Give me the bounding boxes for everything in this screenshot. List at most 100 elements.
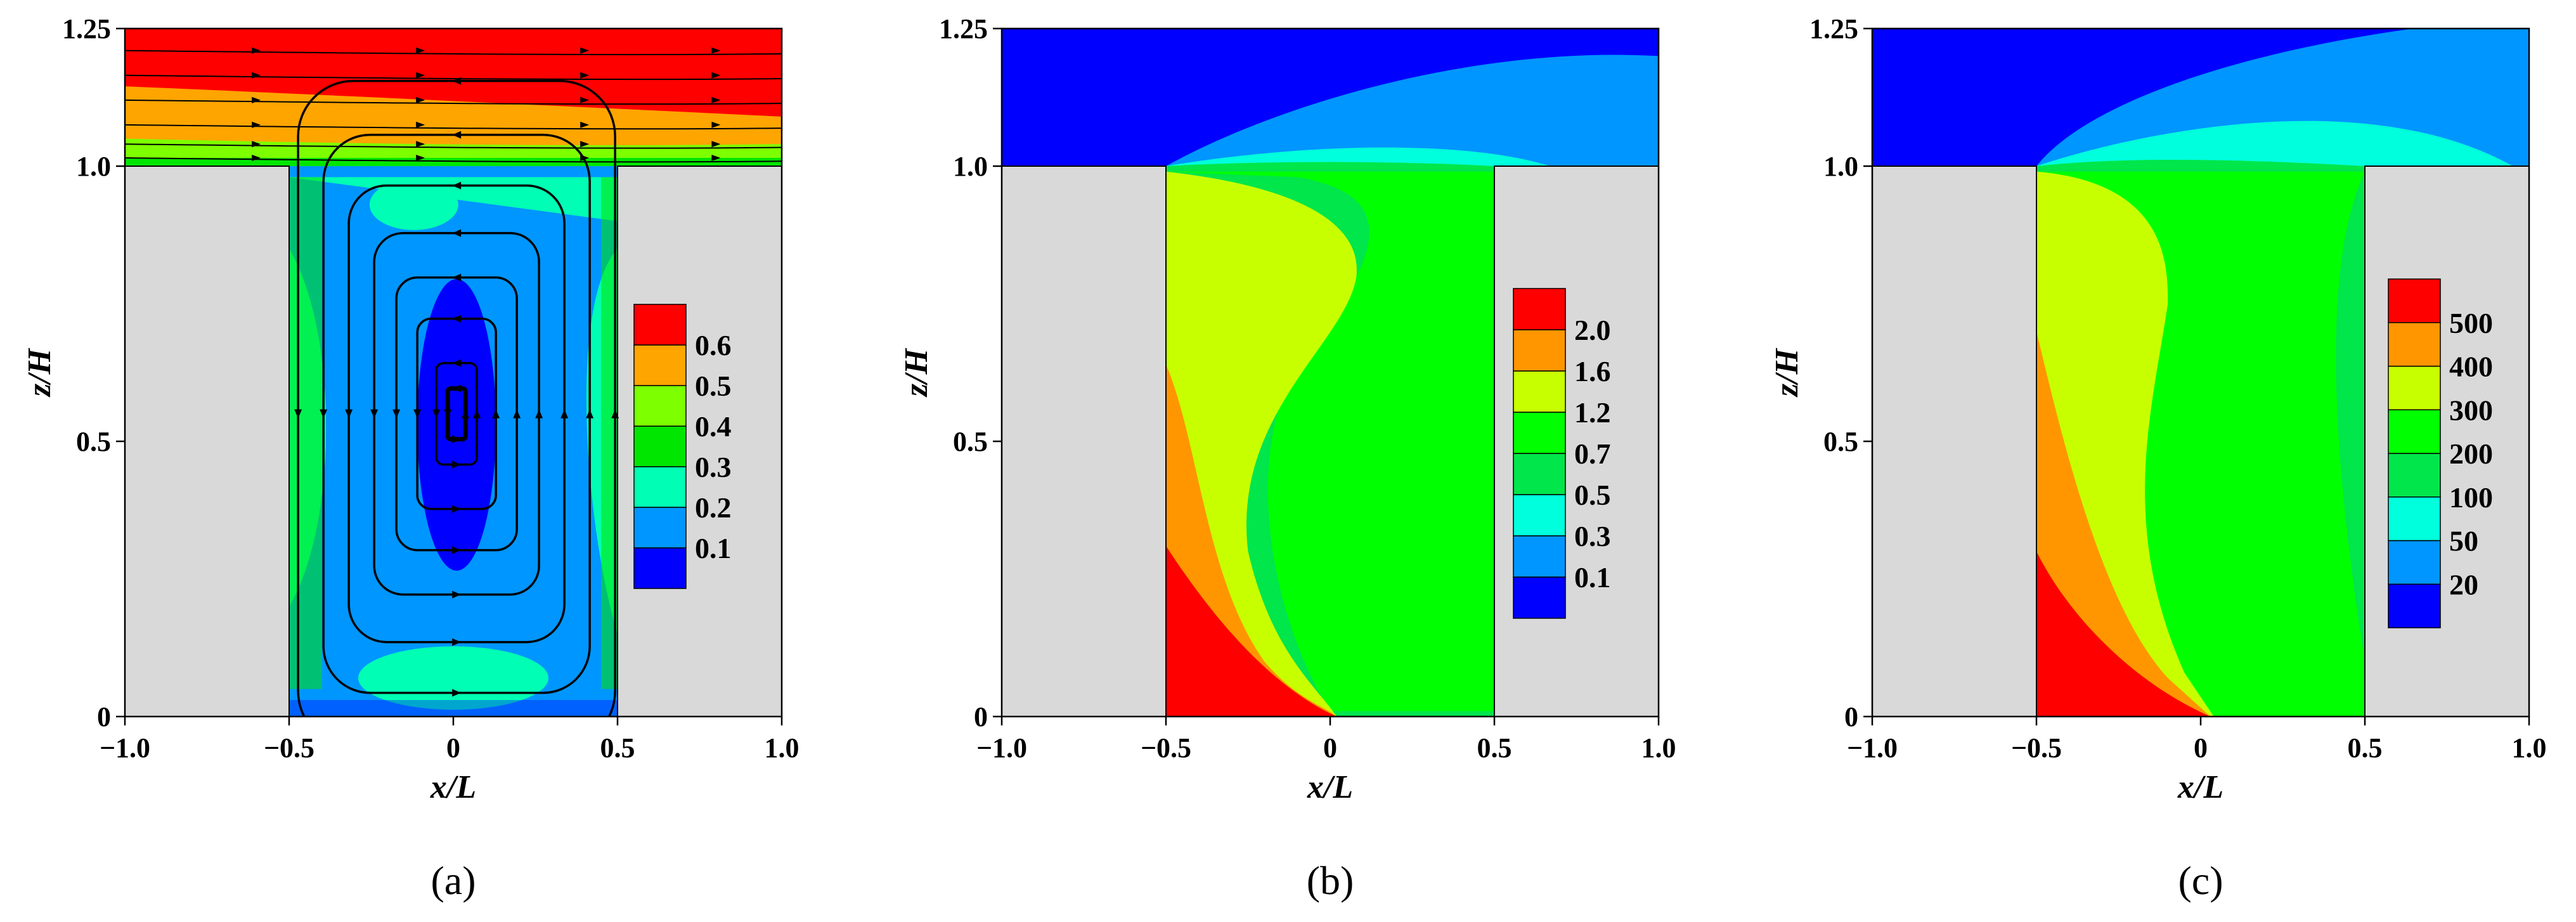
legend-swatch <box>1513 412 1566 454</box>
legend-swatch <box>1513 329 1566 372</box>
streamline <box>125 124 782 130</box>
x-tick-label: −0.5 <box>1141 732 1191 763</box>
y-tick-label: 1.25 <box>939 13 988 44</box>
streamline <box>125 99 782 105</box>
streamline-arrow <box>711 141 721 148</box>
streamline-arrow <box>452 131 462 139</box>
legend-label: 1.6 <box>1574 355 1611 387</box>
y-tick-label: 0.5 <box>953 426 988 457</box>
building-left <box>125 166 289 717</box>
contour-band <box>2036 159 2365 166</box>
x-tick-label: 1.0 <box>2512 732 2547 763</box>
x-tick-label: 1.0 <box>1641 732 1676 763</box>
legend-swatch <box>633 547 687 589</box>
panel-label: (a) <box>430 858 476 903</box>
streamline-arrow <box>535 409 543 419</box>
contour-field <box>1002 29 1659 717</box>
streamline-arrow <box>252 141 261 148</box>
streamline-arrow <box>444 409 452 419</box>
streamline-arrow <box>320 409 328 419</box>
streamline-arrow <box>452 77 462 85</box>
contour-band <box>289 177 322 689</box>
streamline-arrow <box>252 72 261 79</box>
legend-swatch <box>2388 497 2441 542</box>
legend-label: 500 <box>2449 307 2493 339</box>
y-tick-label: 1.0 <box>953 151 988 182</box>
y-tick-label: 0 <box>1844 701 1858 732</box>
contour-field <box>125 29 782 717</box>
y-tick-label: 1.25 <box>62 13 111 44</box>
x-axis-label: x/L <box>1307 769 1353 805</box>
streamline-arrow <box>580 96 590 103</box>
streamline-arrow <box>513 409 521 419</box>
legend-swatch <box>2388 322 2441 367</box>
legend-label: 0.2 <box>695 491 732 524</box>
legend-label: 0.6 <box>695 329 732 361</box>
streamline-arrow <box>580 72 590 79</box>
legend-label: 0.3 <box>695 451 732 483</box>
panel-1: −1.0 −0.5 0 0.5 1.000.51.01.25x/Lz/H0.10.20.… <box>22 13 799 903</box>
legend-label: 1.2 <box>1574 396 1611 429</box>
x-tick-label: 0.5 <box>600 732 635 763</box>
building-left <box>1002 166 1166 717</box>
y-tick-label: 1.25 <box>1809 13 1858 44</box>
legend-swatch <box>633 507 687 549</box>
legend: 20 50 100 200 300 400 500 <box>2388 278 2493 628</box>
streamline-arrow <box>586 409 594 419</box>
contour-band <box>2036 551 2211 717</box>
streamline-arrow <box>370 409 379 419</box>
streamline-arrow <box>473 409 481 419</box>
streamline-arrow <box>392 409 401 419</box>
contour-band <box>1166 545 1337 717</box>
streamline-arrow <box>452 590 462 599</box>
canyon-outline <box>1002 166 1659 717</box>
streamline-arrow <box>711 47 721 54</box>
x-tick-label: −1.0 <box>100 732 150 763</box>
x-tick-label: 0.5 <box>1477 732 1512 763</box>
legend-swatch <box>1513 370 1566 413</box>
streamline-arrow <box>416 154 425 161</box>
streamline-arrow <box>432 409 441 419</box>
canyon-outline <box>125 166 782 717</box>
legend-swatch <box>633 425 687 467</box>
streamline-arrow <box>452 384 462 393</box>
y-tick-label: 1.0 <box>76 151 111 182</box>
streamline <box>125 157 782 163</box>
contour-band <box>1166 55 1659 166</box>
legend: 0.1 0.3 0.5 0.7 1.2 1.6 2.0 <box>1513 288 1611 619</box>
contour-band <box>1166 147 1551 166</box>
x-tick-label: −1.0 <box>1847 732 1898 763</box>
streamline-arrow <box>416 96 425 103</box>
streamline-arrow <box>416 47 425 54</box>
contour-band <box>417 278 496 571</box>
streamline-arrow <box>252 47 261 54</box>
y-tick-label: 0 <box>974 701 988 732</box>
legend-swatch <box>1513 453 1566 495</box>
legend-label: 200 <box>2449 438 2493 470</box>
streamline-arrow <box>580 121 590 128</box>
legend-label: 0.4 <box>695 410 732 443</box>
legend-label: 0.5 <box>1574 479 1611 511</box>
streamline-arrow <box>711 154 721 161</box>
x-tick-label: −0.5 <box>264 732 314 763</box>
contour-band <box>1166 162 1494 166</box>
legend-label: 400 <box>2449 351 2493 383</box>
streamline-arrow <box>711 96 721 103</box>
legend-label: 0.3 <box>1574 520 1611 552</box>
streamline-arrow <box>452 273 462 282</box>
streamline-arrow <box>252 96 261 103</box>
streamline-arrow <box>711 121 721 128</box>
legend-label: 0.1 <box>695 532 732 564</box>
legend-label: 50 <box>2449 525 2478 557</box>
legend-label: 2.0 <box>1574 314 1611 346</box>
legend-swatch <box>2388 409 2441 454</box>
streamline-arrow <box>492 409 500 419</box>
legend-swatch <box>2388 540 2441 585</box>
streamline-arrow <box>345 409 353 419</box>
y-tick-label: 0.5 <box>76 426 111 457</box>
streamline-arrow <box>452 315 462 323</box>
streamline <box>125 49 782 56</box>
streamline-arrow <box>711 72 721 79</box>
streamline-arrow <box>416 121 425 128</box>
